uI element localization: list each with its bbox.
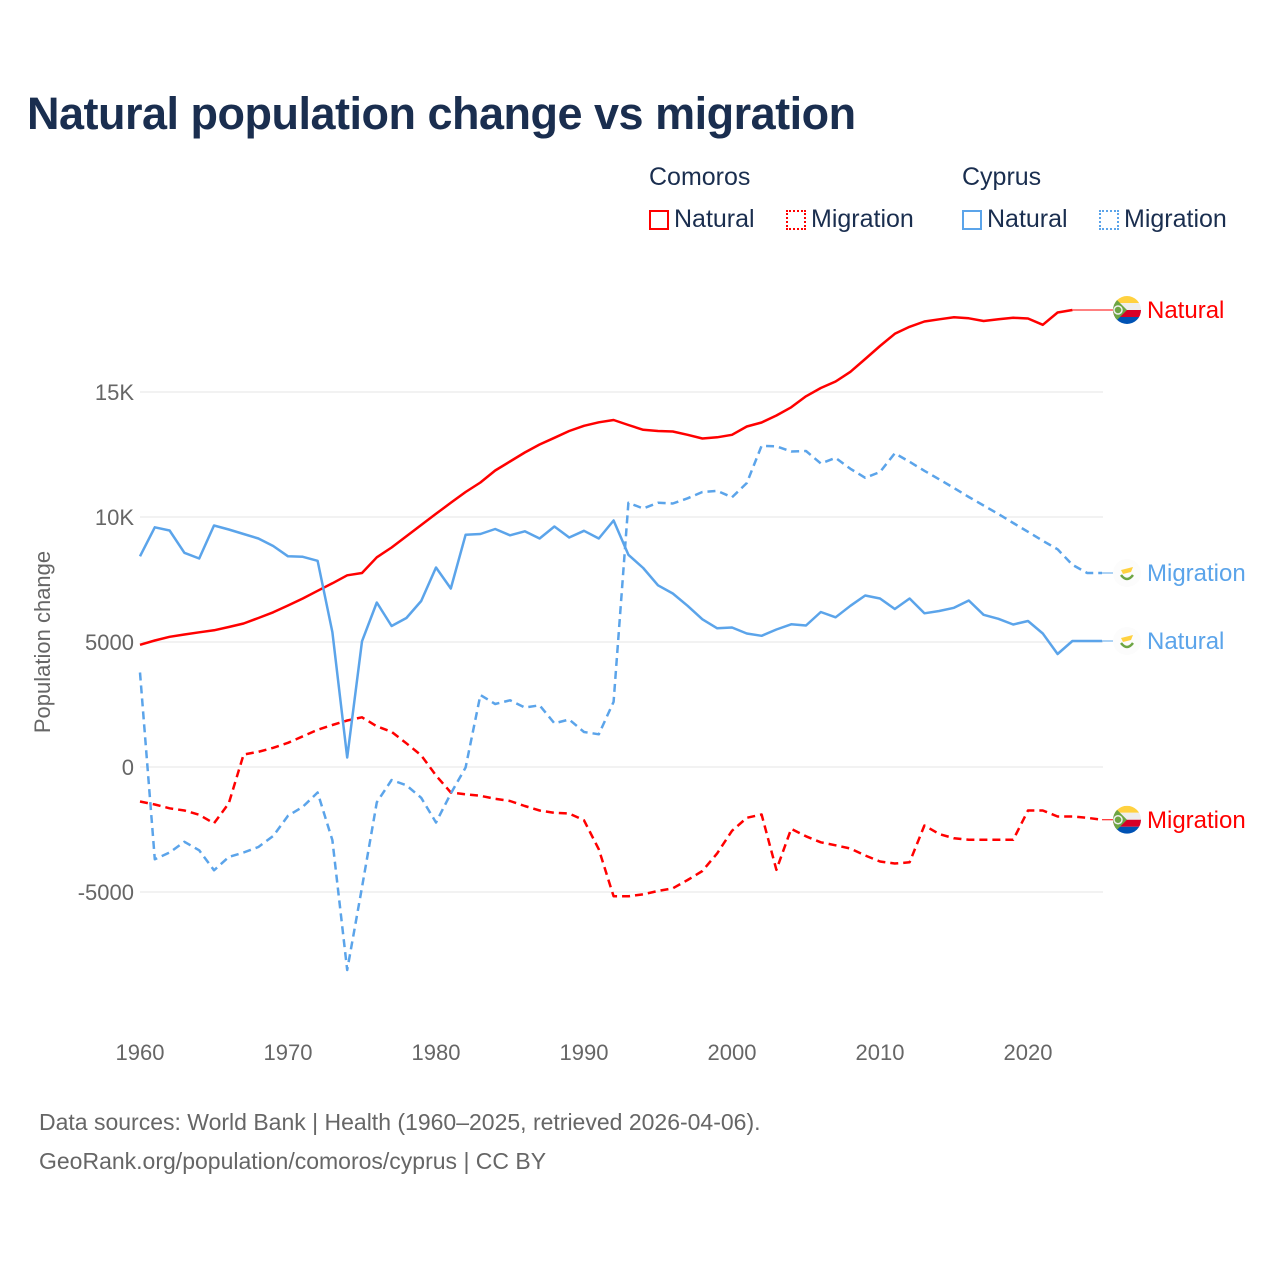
- end-label: Migration: [1147, 560, 1246, 587]
- x-tick-label: 1990: [560, 1040, 609, 1065]
- y-tick-label: 5000: [85, 630, 134, 655]
- end-label: Natural: [1147, 628, 1224, 655]
- legend-swatch-dotted-blue: [1099, 209, 1119, 230]
- legend-group-comoros: Comoros: [649, 163, 751, 191]
- series-line-cyprus-migration: [138, 444, 1102, 972]
- source-line-2[interactable]: GeoRank.org/population/comoros/cyprus | …: [39, 1148, 547, 1174]
- y-tick-label: 15K: [95, 380, 134, 405]
- series-line-comoros-migration: [139, 716, 1103, 898]
- comoros-flag-icon: [1113, 296, 1141, 324]
- x-tick-label: 2020: [1004, 1040, 1053, 1065]
- legend-label: Natural: [674, 205, 755, 233]
- comoros-flag-icon: [1113, 806, 1141, 834]
- end-label: Migration: [1147, 807, 1246, 834]
- series-line-cyprus-natural: [138, 519, 1102, 759]
- source-line-1: Data sources: World Bank | Health (1960–…: [39, 1109, 761, 1135]
- legend-swatch-solid-red: [649, 209, 669, 230]
- legend-label: Natural: [987, 205, 1068, 233]
- y-axis-label: Population change: [30, 551, 55, 733]
- x-tick-label: 1960: [116, 1040, 165, 1065]
- legend-cyprus-migration[interactable]: Migration: [1099, 205, 1227, 234]
- end-label: Natural: [1147, 297, 1224, 324]
- x-tick-label: 2000: [708, 1040, 757, 1065]
- cyprus-flag-icon: [1111, 625, 1143, 657]
- x-tick-label: 2010: [856, 1040, 905, 1065]
- x-tick-label: 1970: [264, 1040, 313, 1065]
- legend-comoros-natural[interactable]: Natural: [649, 205, 755, 234]
- series-line-comoros-natural: [139, 308, 1073, 647]
- legend-swatch-solid-blue: [962, 209, 982, 230]
- legend-group-cyprus: Cyprus: [962, 163, 1042, 191]
- cyprus-flag-icon: [1111, 557, 1143, 589]
- legend-label: Migration: [1124, 205, 1227, 233]
- x-tick-label: 1980: [412, 1040, 461, 1065]
- chart-title: Natural population change vs migration: [27, 88, 856, 139]
- legend-swatch-dotted-red: [786, 209, 806, 230]
- y-tick-label: -5000: [78, 880, 134, 905]
- y-tick-label: 10K: [95, 505, 134, 530]
- legend-comoros-migration[interactable]: Migration: [786, 205, 914, 234]
- legend-cyprus-natural[interactable]: Natural: [962, 205, 1068, 234]
- y-tick-label: 0: [122, 755, 134, 780]
- legend-label: Migration: [811, 205, 914, 233]
